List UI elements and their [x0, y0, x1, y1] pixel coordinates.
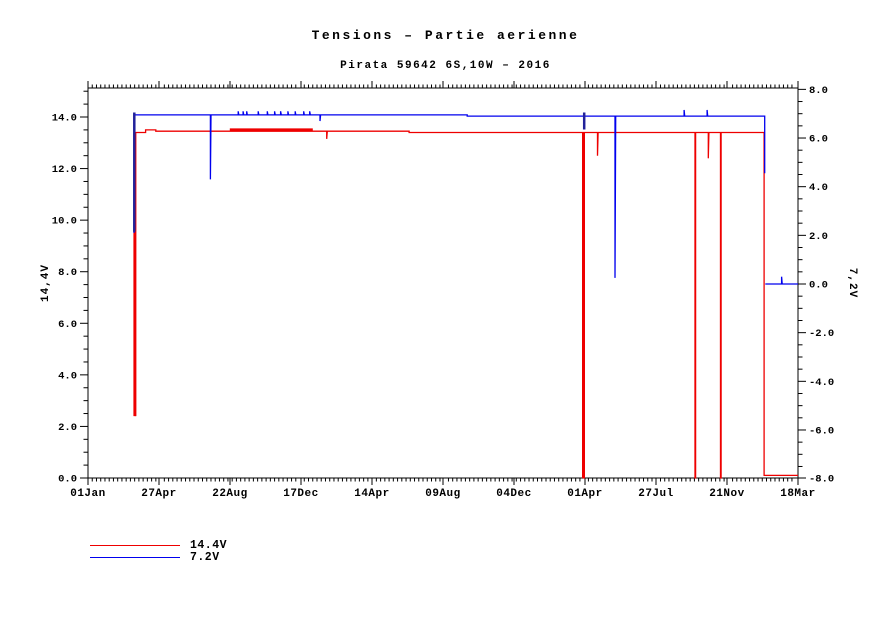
y-right-tick-label: -4.0	[809, 377, 834, 389]
y-left-tick-label: 6.0	[58, 319, 77, 331]
y-right-tick-label: 4.0	[809, 182, 828, 194]
x-tick-label: 01Apr	[567, 488, 603, 500]
y-right-tick-label: 6.0	[809, 134, 828, 146]
legend-label-7-2v: 7.2V	[190, 550, 220, 564]
y-right-tick-label: 8.0	[809, 85, 828, 97]
series-7.2V-events	[133, 112, 586, 232]
x-tick-label: 21Nov	[709, 488, 745, 500]
y-right-tick-label: -6.0	[809, 425, 834, 437]
y-left-tick-label: 2.0	[58, 422, 77, 434]
x-tick-label: 17Dec	[283, 488, 319, 500]
y-right-axis-title: 7,2V	[846, 268, 858, 298]
legend: 14.4V 7.2V	[90, 538, 228, 564]
x-tick-label: 14Apr	[354, 488, 390, 500]
x-tick-label: 01Jan	[70, 488, 106, 500]
plot-frame	[87, 87, 799, 479]
y-right-tick-label: -2.0	[809, 328, 834, 340]
y-right-tick-label: -8.0	[809, 474, 834, 486]
x-tick-label: 18Mar	[780, 488, 816, 500]
legend-item-7-2v: 7.2V	[90, 550, 227, 564]
y-axis-left: 0.0 2.0 4.0 6.0 8.0 10.0 12.0 14.0 14,4V	[40, 90, 88, 486]
y-left-tick-label: 10.0	[52, 216, 77, 228]
y-left-tick-label: 12.0	[52, 164, 77, 176]
x-tick-label: 09Aug	[425, 488, 461, 500]
y-right-tick-label: 0.0	[809, 280, 828, 292]
y-left-tick-label: 4.0	[58, 370, 77, 382]
chart-subtitle: Pirata 59642 6S,10W – 2016	[340, 60, 551, 72]
legend-line-7-2v-swatch	[90, 556, 180, 558]
series-14.4V	[133, 129, 798, 479]
x-tick-label: 04Dec	[496, 488, 532, 500]
x-tick-label: 27Apr	[141, 488, 177, 500]
y-axis-right: -8.0 -6.0 -4.0 -2.0 0.0 2.0 4.0 6.0 8.0 7,2V	[798, 85, 858, 486]
series-14.4V-noisy	[133, 128, 585, 478]
y-left-tick-label: 8.0	[58, 267, 77, 279]
x-tick-label: 22Aug	[212, 488, 248, 500]
x-axis: 01Jan 27Apr 22Aug 17Dec 14Apr 09Aug 04Dec 01Apr…	[70, 81, 816, 500]
y-right-tick-label: 2.0	[809, 231, 828, 243]
chart-title: Tensions – Partie aerienne	[311, 28, 580, 43]
y-left-tick-label: 0.0	[58, 474, 77, 486]
y-left-axis-title: 14,4V	[40, 264, 52, 302]
x-tick-label: 27Jul	[638, 488, 674, 500]
legend-label-14-4v: 14.4V	[190, 538, 228, 552]
series-7.2V	[133, 109, 798, 285]
legend-item-14-4v: 14.4V	[90, 538, 228, 552]
legend-line-14-4v-swatch	[90, 544, 180, 546]
y-left-tick-label: 14.0	[52, 113, 77, 125]
